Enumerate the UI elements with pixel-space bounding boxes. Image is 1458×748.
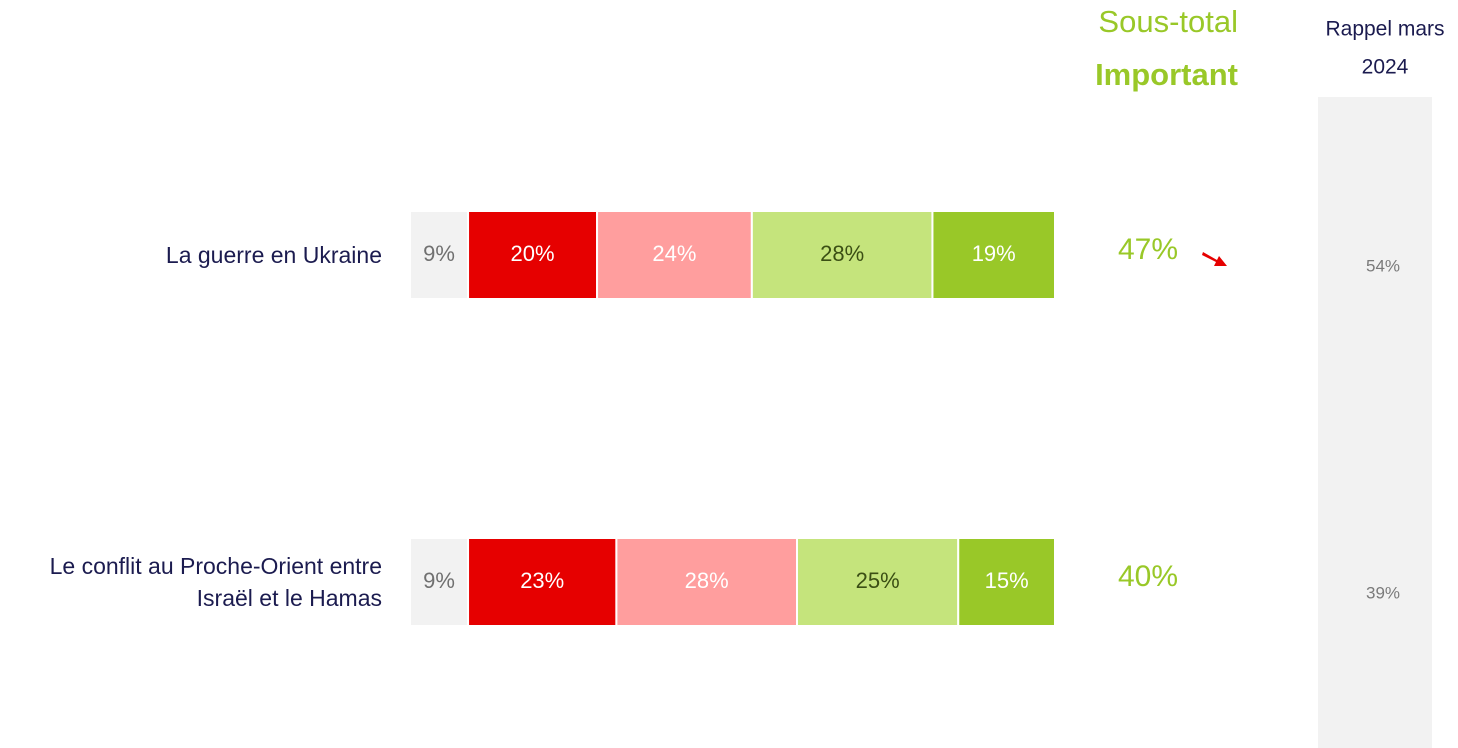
- data-label: 20%: [511, 241, 555, 266]
- bar-segment: [796, 537, 960, 627]
- recall-value: 39%: [1366, 583, 1400, 602]
- subtotal-value: 40%: [1118, 560, 1178, 593]
- recall-header: Rappel mars: [1325, 18, 1444, 41]
- trend-arrow: [1202, 252, 1227, 266]
- bar-segment: [931, 210, 1057, 300]
- data-label: 24%: [652, 241, 696, 266]
- subtotal-header: Important: [1095, 57, 1238, 92]
- bar-segment: [596, 210, 753, 300]
- data-label: 28%: [820, 241, 864, 266]
- data-label: 15%: [985, 568, 1029, 593]
- data-label: 28%: [685, 568, 729, 593]
- data-label: 19%: [972, 241, 1016, 266]
- data-label: 9%: [423, 241, 455, 266]
- recall-header: 2024: [1362, 56, 1409, 79]
- data-label: 25%: [856, 568, 900, 593]
- subtotal-value: 47%: [1118, 233, 1178, 266]
- bar-segment: [409, 537, 470, 627]
- bar-segment: [467, 210, 599, 300]
- subtotal-header: Sous-total: [1098, 4, 1238, 39]
- recall-column: [1318, 97, 1432, 748]
- recall-value: 54%: [1366, 256, 1400, 275]
- bar-segment: [409, 210, 470, 300]
- bar-segment: [957, 537, 1056, 627]
- category-label: La guerre en Ukraine: [165, 241, 382, 268]
- category-label: Le conflit au Proche-Orient entre Israël…: [49, 552, 382, 611]
- bar-segment: [467, 537, 618, 627]
- data-label: 23%: [520, 568, 564, 593]
- bar-segment: [615, 537, 799, 627]
- data-label: 9%: [423, 568, 455, 593]
